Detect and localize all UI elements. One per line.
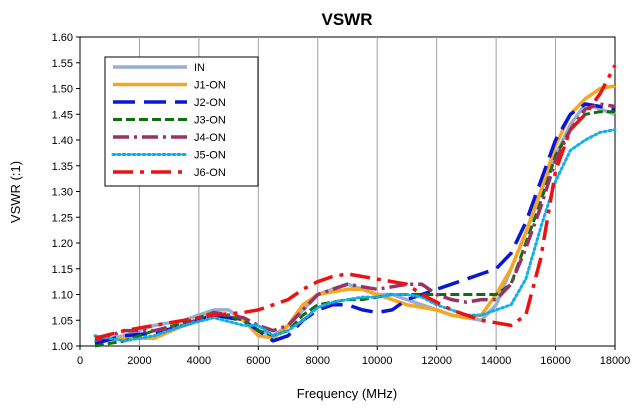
- legend-label: J5-ON: [194, 150, 226, 162]
- x-tick-label: 10000: [362, 355, 393, 367]
- y-tick-label: 1.05: [52, 315, 73, 327]
- x-tick-label: 4000: [187, 355, 211, 367]
- legend-label: J4-ON: [194, 132, 226, 144]
- x-tick-label: 14000: [481, 355, 512, 367]
- x-axis-title: Frequency (MHz): [297, 386, 397, 401]
- x-tick-label: 6000: [246, 355, 270, 367]
- legend-box: [104, 56, 259, 187]
- x-tick-label: 2000: [127, 355, 151, 367]
- legend-label: J3-ON: [194, 115, 226, 127]
- x-tick-label: 8000: [306, 355, 330, 367]
- y-tick-label: 1.20: [52, 238, 73, 250]
- y-tick-label: 1.60: [52, 32, 73, 44]
- legend-label: J1-ON: [194, 80, 226, 92]
- x-tick-label: 0: [77, 355, 83, 367]
- y-axis-title: VSWR (:1): [8, 161, 23, 223]
- legend-label: J2-ON: [194, 97, 226, 109]
- series-line-j6-on: [94, 64, 617, 340]
- x-tick-label: 12000: [421, 355, 452, 367]
- y-tick-label: 1.50: [52, 84, 73, 96]
- y-tick-label: 1.45: [52, 109, 73, 121]
- y-tick-label: 1.00: [52, 341, 73, 353]
- y-tick-label: 1.10: [52, 290, 73, 302]
- chart-title: VSWR: [322, 10, 373, 29]
- y-tick-label: 1.25: [52, 212, 73, 224]
- series-line-j5-on: [93, 128, 617, 343]
- y-tick-label: 1.30: [52, 187, 73, 199]
- legend: IN J1-ON J2-ON J3-ON J4-ON J5-ON J6-ON: [104, 56, 259, 187]
- y-tick-label: 1.15: [52, 264, 73, 276]
- x-tick-label: 16000: [540, 355, 571, 367]
- y-tick-label: 1.40: [52, 135, 73, 147]
- legend-label: IN: [194, 62, 205, 74]
- legend-label: J6-ON: [194, 167, 226, 179]
- x-tick-label: 18000: [600, 355, 631, 367]
- series-line-j4-on: [94, 102, 616, 343]
- y-tick-label: 1.35: [52, 161, 73, 173]
- plot-area: 0 2000 4000 6000 8000 10000 12000 14000 16000 180…: [52, 32, 631, 367]
- y-tick-label: 1.55: [52, 58, 73, 70]
- series-line-j1-on: [94, 84, 616, 343]
- series-line-j2-on: [94, 102, 616, 346]
